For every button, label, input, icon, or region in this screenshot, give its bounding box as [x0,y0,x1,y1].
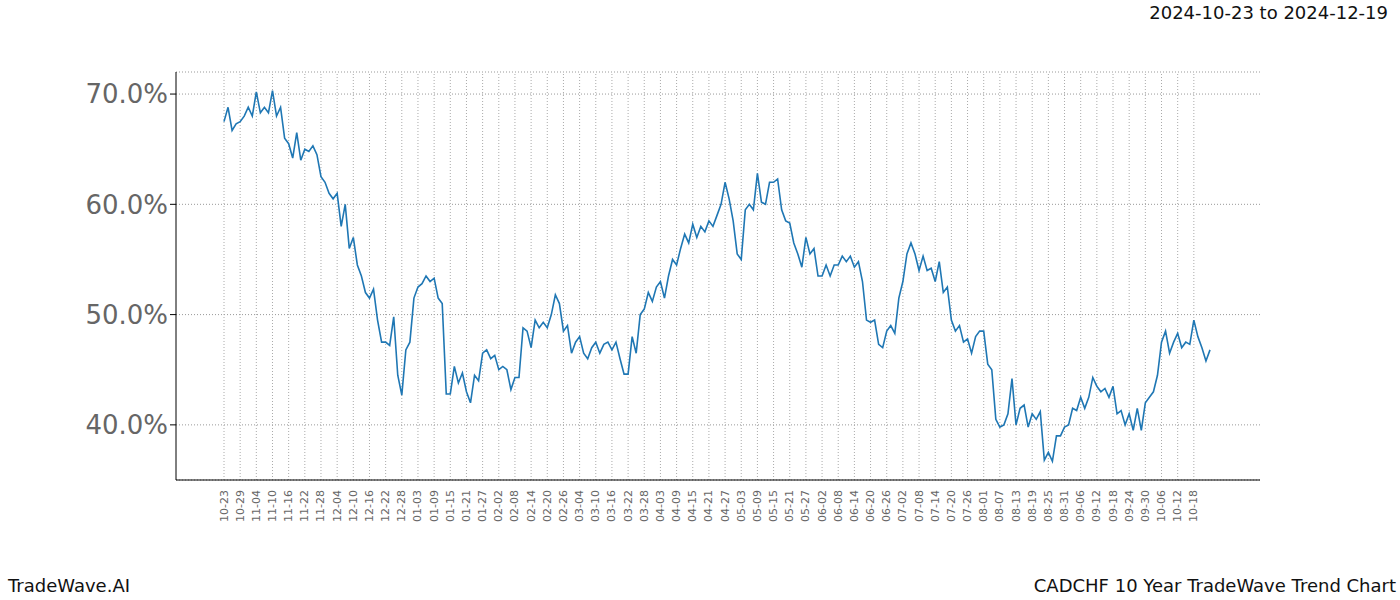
svg-text:01-09: 01-09 [428,490,441,522]
svg-text:06-14: 06-14 [848,490,861,522]
svg-text:04-27: 04-27 [719,490,732,522]
svg-text:05-03: 05-03 [735,490,748,522]
svg-text:11-10: 11-10 [266,490,279,522]
svg-text:10-29: 10-29 [234,490,247,522]
svg-text:10-23: 10-23 [218,490,231,522]
svg-text:05-21: 05-21 [783,490,796,522]
svg-text:06-20: 06-20 [864,490,877,522]
svg-text:09-12: 09-12 [1090,490,1103,522]
svg-text:05-15: 05-15 [767,490,780,522]
svg-text:04-09: 04-09 [670,490,683,522]
svg-text:11-16: 11-16 [282,490,295,522]
svg-text:01-03: 01-03 [411,490,424,522]
svg-text:03-22: 03-22 [622,490,635,522]
html-text:CADCHF 10 Year TradeWave Trend: CADCHF 10 Year TradeWave Trend Chart [1033,575,1396,596]
svg-text:08-13: 08-13 [1010,490,1023,522]
svg-text:60.0%: 60.0% [85,190,168,220]
svg-text:03-04: 03-04 [573,490,586,522]
svg-text:08-01: 08-01 [977,490,990,522]
html-text:TradeWave.AI: TradeWave.AI [8,575,130,596]
svg-text:04-21: 04-21 [702,490,715,522]
svg-text:03-10: 03-10 [589,490,602,522]
svg-text:09-30: 09-30 [1139,490,1152,522]
svg-text:12-16: 12-16 [363,490,376,522]
svg-text:12-10: 12-10 [347,490,360,522]
svg-text:11-28: 11-28 [314,490,327,522]
svg-text:04-15: 04-15 [686,490,699,522]
svg-text:12-04: 12-04 [331,490,344,522]
svg-text:11-22: 11-22 [298,490,311,522]
svg-text:03-28: 03-28 [638,490,651,522]
svg-text:08-07: 08-07 [993,490,1006,522]
svg-text:50.0%: 50.0% [85,300,168,330]
svg-text:02-14: 02-14 [525,490,538,522]
svg-text:05-27: 05-27 [799,490,812,522]
svg-text:09-24: 09-24 [1123,490,1136,522]
svg-text:02-02: 02-02 [492,490,505,522]
svg-text:08-25: 08-25 [1042,490,1055,522]
svg-text:06-02: 06-02 [816,490,829,522]
svg-text:70.0%: 70.0% [85,79,168,109]
svg-text:02-08: 02-08 [508,490,521,522]
svg-text:10-06: 10-06 [1155,490,1168,522]
svg-text:05-09: 05-09 [751,490,764,522]
svg-text:06-26: 06-26 [880,490,893,522]
svg-text:08-19: 08-19 [1026,490,1039,522]
svg-text:07-20: 07-20 [945,490,958,522]
svg-text:06-08: 06-08 [832,490,845,522]
svg-text:08-31: 08-31 [1058,490,1071,522]
svg-text:02-26: 02-26 [557,490,570,522]
svg-text:12-28: 12-28 [395,490,408,522]
svg-text:02-20: 02-20 [541,490,554,522]
svg-text:09-06: 09-06 [1074,490,1087,522]
svg-text:01-27: 01-27 [476,490,489,522]
svg-text:12-22: 12-22 [379,490,392,522]
svg-text:11-04: 11-04 [250,490,263,522]
svg-text:04-03: 04-03 [654,490,667,522]
svg-text:07-14: 07-14 [929,490,942,522]
svg-text:01-15: 01-15 [444,490,457,522]
svg-text:03-16: 03-16 [605,490,618,522]
svg-text:07-26: 07-26 [961,490,974,522]
svg-text:10-12: 10-12 [1171,490,1184,522]
svg-text:09-18: 09-18 [1107,490,1120,522]
svg-text:07-08: 07-08 [913,490,926,522]
svg-text:10-18: 10-18 [1187,490,1200,522]
svg-text:07-02: 07-02 [896,490,909,522]
svg-text:01-21: 01-21 [460,490,473,522]
svg-text:40.0%: 40.0% [85,410,168,440]
html-text:2024-10-23 to 2024-12-19: 2024-10-23 to 2024-12-19 [1149,2,1388,23]
